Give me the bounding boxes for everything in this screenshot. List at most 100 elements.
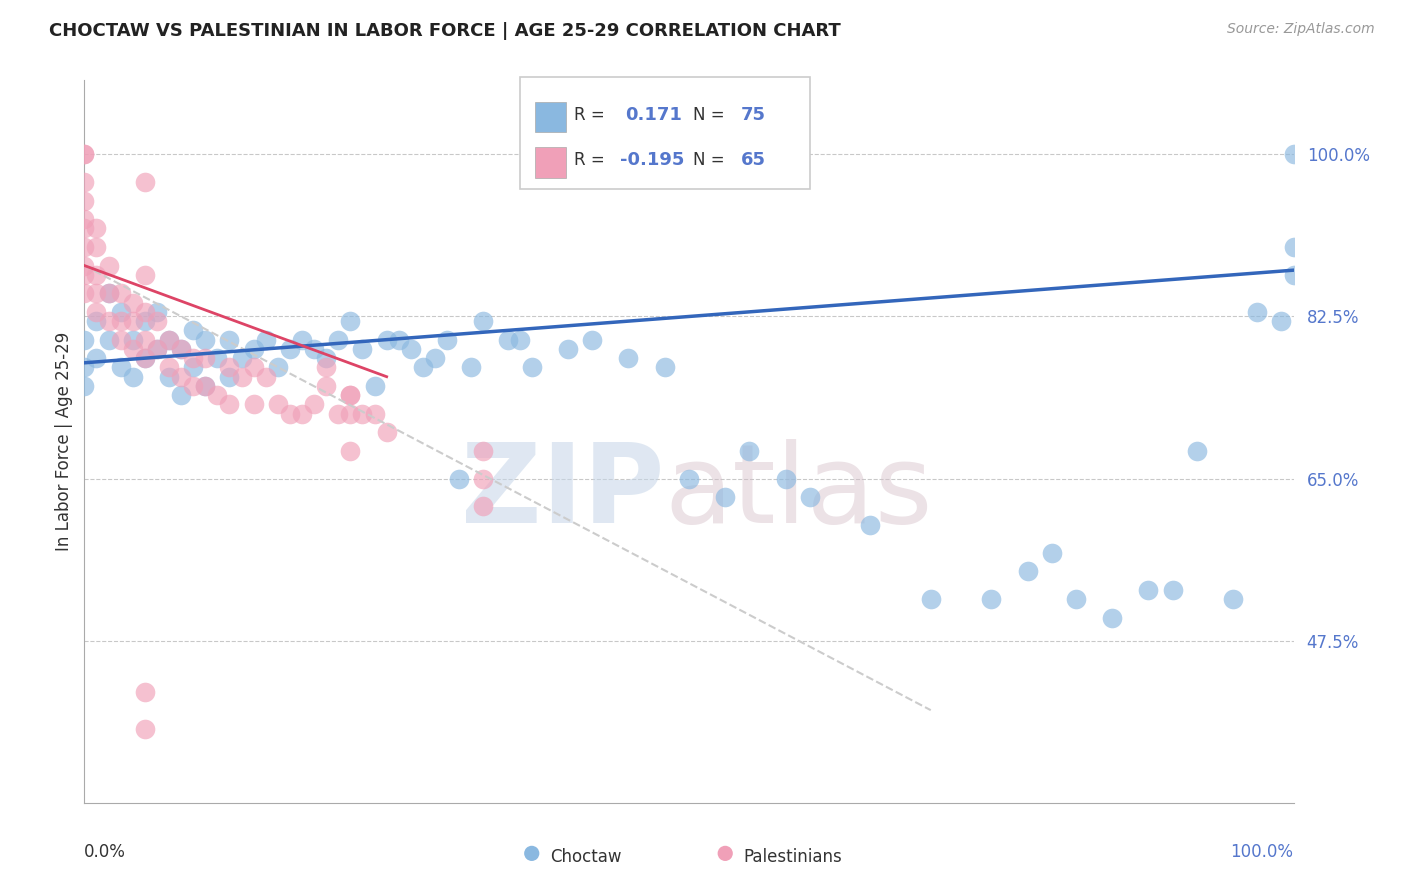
FancyBboxPatch shape	[520, 77, 810, 189]
Point	[363, 379, 385, 393]
Point	[617, 351, 640, 366]
Text: 75: 75	[741, 106, 766, 124]
Point	[86, 240, 108, 254]
Point	[194, 379, 217, 393]
Point	[73, 259, 96, 273]
Point	[181, 323, 204, 337]
Point	[121, 314, 143, 328]
Point	[1137, 582, 1160, 597]
Point	[121, 369, 143, 384]
Point	[134, 175, 156, 189]
Point	[97, 259, 120, 273]
Point	[254, 333, 277, 347]
Point	[328, 407, 350, 421]
Point	[73, 147, 96, 161]
Point	[73, 147, 96, 161]
Text: Source: ZipAtlas.com: Source: ZipAtlas.com	[1227, 22, 1375, 37]
Point	[218, 360, 240, 375]
Point	[134, 305, 156, 319]
Y-axis label: In Labor Force | Age 25-29: In Labor Force | Age 25-29	[55, 332, 73, 551]
Point	[1282, 240, 1305, 254]
Point	[328, 333, 350, 347]
Point	[1064, 592, 1087, 607]
Point	[134, 351, 156, 366]
Point	[267, 360, 290, 375]
Text: CHOCTAW VS PALESTINIAN IN LABOR FORCE | AGE 25-29 CORRELATION CHART: CHOCTAW VS PALESTINIAN IN LABOR FORCE | …	[49, 22, 841, 40]
Point	[181, 379, 204, 393]
Point	[86, 305, 108, 319]
Point	[97, 286, 120, 301]
Point	[73, 175, 96, 189]
Point	[509, 333, 531, 347]
Text: 100.0%: 100.0%	[1230, 843, 1294, 861]
Text: Palestinians: Palestinians	[744, 848, 842, 866]
Point	[278, 342, 301, 356]
Point	[738, 443, 761, 458]
Text: 0.0%: 0.0%	[84, 843, 127, 861]
Point	[339, 388, 361, 402]
Point	[315, 360, 337, 375]
Point	[170, 388, 193, 402]
Point	[157, 333, 180, 347]
Point	[375, 333, 398, 347]
Point	[146, 314, 169, 328]
Point	[157, 333, 180, 347]
Point	[134, 722, 156, 736]
Point	[1040, 546, 1063, 560]
Point	[218, 333, 240, 347]
Point	[520, 360, 543, 375]
Point	[146, 305, 169, 319]
Point	[1101, 610, 1123, 624]
Point	[1282, 268, 1305, 282]
Point	[449, 472, 471, 486]
Point	[73, 194, 96, 208]
Point	[1017, 564, 1039, 578]
Point	[231, 351, 253, 366]
Point	[181, 351, 204, 366]
Point	[472, 472, 495, 486]
Point	[352, 407, 374, 421]
Point	[194, 379, 217, 393]
Point	[399, 342, 422, 356]
Point	[194, 351, 217, 366]
Text: N =: N =	[693, 151, 724, 169]
Point	[799, 490, 821, 504]
Point	[73, 286, 96, 301]
Point	[302, 342, 325, 356]
Point	[134, 684, 156, 698]
Point	[714, 490, 737, 504]
Point	[110, 286, 132, 301]
Point	[291, 333, 314, 347]
Text: 65: 65	[741, 151, 766, 169]
Point	[339, 443, 361, 458]
Point	[352, 342, 374, 356]
Text: 0.171: 0.171	[624, 106, 682, 124]
Point	[73, 212, 96, 227]
Point	[170, 369, 193, 384]
Point	[134, 333, 156, 347]
Point	[86, 286, 108, 301]
Point	[207, 351, 229, 366]
Point	[86, 314, 108, 328]
Point	[181, 360, 204, 375]
Point	[375, 425, 398, 440]
Point	[231, 369, 253, 384]
Point	[654, 360, 676, 375]
Point	[73, 221, 96, 235]
Point	[73, 268, 96, 282]
Point	[581, 333, 603, 347]
Point	[339, 407, 361, 421]
Point	[97, 314, 120, 328]
Point	[678, 472, 700, 486]
Point	[110, 333, 132, 347]
Text: Choctaw: Choctaw	[550, 848, 621, 866]
Point	[291, 407, 314, 421]
Text: ZIP: ZIP	[461, 439, 665, 546]
Point	[496, 333, 519, 347]
Point	[97, 333, 120, 347]
Text: atlas: atlas	[665, 439, 934, 546]
Point	[97, 286, 120, 301]
Point	[388, 333, 411, 347]
Point	[157, 369, 180, 384]
Point	[460, 360, 482, 375]
